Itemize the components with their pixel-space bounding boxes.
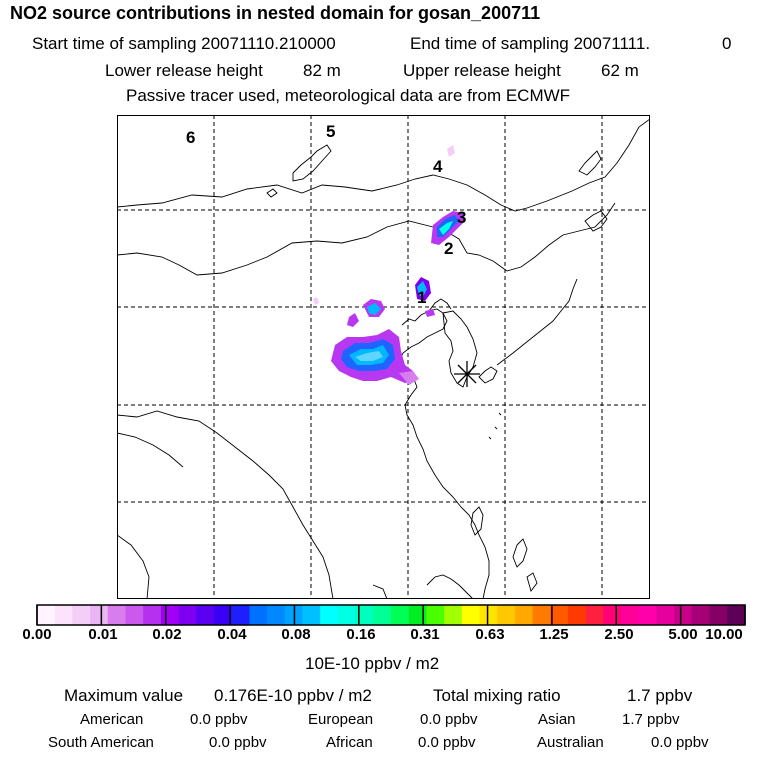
- page-title: NO2 source contributions in nested domai…: [10, 3, 541, 23]
- colorbar-swatch: [337, 605, 357, 625]
- colorbar-swatch: [461, 605, 480, 625]
- colorbar-swatch: [497, 605, 516, 625]
- region-label-1: 1: [417, 288, 426, 307]
- colorbar-unit: 10E-10 ppbv / m2: [305, 654, 440, 673]
- region-label-2: 2: [444, 239, 453, 258]
- region-label-3: 3: [457, 208, 466, 227]
- colorbar-swatch: [54, 605, 73, 625]
- colorbar-swatch: [656, 605, 675, 625]
- colorbar-tick-11: 10.00: [705, 626, 743, 643]
- colorbar-swatch: [355, 605, 374, 625]
- colorbar-swatch: [231, 605, 250, 625]
- colorbar-swatch: [691, 605, 711, 625]
- colorbar-swatch: [196, 605, 215, 625]
- region-value-american: 0.0 ppbv: [190, 711, 248, 728]
- sampling-end-value: 0: [722, 34, 732, 53]
- max-value: 0.176E-10 ppbv / m2: [214, 686, 372, 705]
- colorbar-tick-10: 5.00: [668, 626, 698, 643]
- region-name-australian: Australian: [537, 734, 604, 751]
- region-name-asian: Asian: [538, 711, 576, 728]
- colorbar-swatch: [107, 605, 126, 625]
- colorbar-swatch: [214, 605, 233, 625]
- colorbar-swatch: [37, 605, 56, 625]
- region-label-4: 4: [433, 157, 443, 176]
- region-name-african: African: [326, 734, 373, 751]
- coastlines-and-borders: [117, 118, 650, 599]
- asterisk-icon: [454, 361, 480, 387]
- colorbar-swatch: [408, 605, 427, 625]
- colorbar-swatch: [585, 605, 604, 625]
- region-value-australian: 0.0 ppbv: [651, 734, 709, 751]
- colorbar-swatch: [320, 605, 339, 625]
- colorbar-swatch: [391, 605, 410, 625]
- colorbar-swatch: [125, 605, 144, 625]
- lower-release-value: 82 m: [303, 61, 341, 80]
- colorbar-swatch: [479, 605, 498, 625]
- colorbar-swatch: [302, 605, 321, 625]
- colorbar-frame: [36, 604, 746, 626]
- map-panel: 6 5 4 3 2 1: [117, 115, 650, 599]
- colorbar-swatch: [373, 605, 392, 625]
- colorbar-tick-4: 0.08: [281, 626, 311, 643]
- total-mixing-label: Total mixing ratio: [433, 686, 561, 705]
- lat-lon-grid: [117, 115, 650, 599]
- region-name-american: American: [80, 711, 144, 728]
- colorbar-swatch: [621, 605, 640, 625]
- colorbar-swatch: [426, 605, 445, 625]
- region-value-european: 0.0 ppbv: [420, 711, 478, 728]
- sampling-end: End time of sampling 20071111.: [410, 34, 651, 53]
- max-value-label: Maximum value: [64, 686, 184, 705]
- colorbar-swatch: [603, 605, 622, 625]
- colorbar-swatch: [638, 605, 657, 625]
- colorbar-tick-0: 0.00: [22, 626, 52, 643]
- region-value-south-american: 0.0 ppbv: [209, 734, 267, 751]
- colorbar-swatch: [267, 605, 286, 625]
- upper-release-value: 62 m: [601, 61, 639, 80]
- colorbar-swatch: [550, 605, 569, 625]
- region-value-asian: 1.7 ppbv: [622, 711, 680, 728]
- colorbar-swatch: [514, 605, 534, 625]
- upper-release-label: Upper release height: [403, 61, 561, 80]
- colorbar-tick-6: 0.31: [410, 626, 440, 643]
- colorbar-tick-2: 0.02: [152, 626, 182, 643]
- region-label-5: 5: [326, 122, 335, 141]
- colorbar-swatch: [90, 605, 109, 625]
- colorbar-swatch: [178, 605, 197, 625]
- colorbar-swatch: [532, 605, 551, 625]
- sampling-start: Start time of sampling 20071110.210000: [32, 34, 336, 53]
- colorbar-tick-9: 2.50: [604, 626, 634, 643]
- total-mixing-value: 1.7 ppbv: [627, 686, 693, 705]
- colorbar-swatch: [444, 605, 463, 625]
- colorbar-swatch: [160, 605, 180, 625]
- colorbar-swatch: [249, 605, 268, 625]
- colorbar-swatch: [674, 605, 693, 625]
- colorbar-tick-5: 0.16: [346, 626, 376, 643]
- region-name-european: European: [308, 711, 374, 728]
- lower-release-label: Lower release height: [105, 61, 263, 80]
- colorbar-swatch: [727, 605, 746, 625]
- colorbar-tick-7: 0.63: [475, 626, 505, 643]
- colorbar-swatch: [568, 605, 587, 625]
- colorbar: [36, 604, 746, 626]
- colorbar-tick-3: 0.04: [217, 626, 247, 643]
- colorbar-tick-8: 1.25: [539, 626, 569, 643]
- colorbar-swatch: [709, 605, 728, 625]
- colorbar-swatch: [143, 605, 162, 625]
- tracer-plumes: [313, 145, 465, 385]
- colorbar-tick-1: 0.01: [88, 626, 118, 643]
- region-name-south-american: South American: [48, 734, 154, 751]
- colorbar-swatch: [72, 605, 91, 625]
- tracer-note: Passive tracer used, meteorological data…: [126, 86, 571, 105]
- region-label-6: 6: [186, 128, 195, 147]
- region-value-african: 0.0 ppbv: [418, 734, 476, 751]
